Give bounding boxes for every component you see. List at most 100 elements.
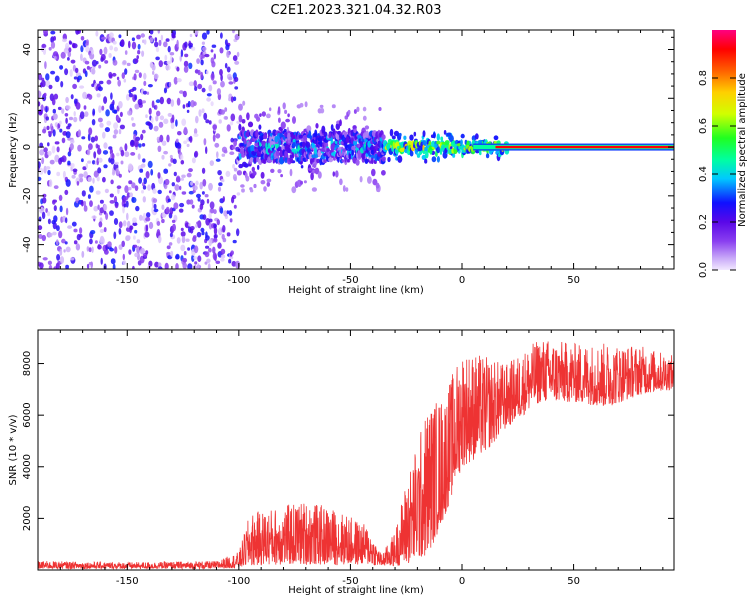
spectrogram-cell: [136, 239, 141, 244]
spectrogram-cell: [154, 37, 158, 42]
spectrogram-cell: [109, 103, 115, 111]
spectrogram-cell: [219, 47, 224, 54]
spectrogram-cell: [38, 110, 43, 115]
spectrogram-cell: [432, 132, 436, 139]
spectrogram-cell: [306, 148, 312, 153]
spectrogram-cell: [59, 120, 62, 125]
spectrogram-cell: [110, 179, 114, 185]
spectrogram-cell: [68, 47, 72, 53]
spectrogram-cell: [102, 176, 106, 183]
spectrogram-cell: [218, 119, 222, 124]
spectrogram-cell: [278, 139, 282, 146]
spectrogram-cell: [69, 139, 75, 145]
spectrogram-cell: [116, 115, 120, 121]
spectrogram-cell: [201, 108, 205, 114]
spectrogram-cell: [300, 155, 304, 163]
spectrogram-cell: [126, 192, 131, 198]
spectrogram-cell: [179, 202, 185, 208]
spectrogram-cell: [199, 181, 203, 190]
spectrogram-cell: [196, 221, 201, 225]
spectrogram-cell: [65, 207, 69, 216]
spectrogram-cell: [245, 175, 250, 182]
spectrogram-cell: [291, 148, 296, 153]
spectrogram-cell: [208, 247, 212, 253]
spectrogram-cell: [98, 221, 103, 228]
spectrogram-cell: [132, 222, 138, 227]
spectrogram-cell: [246, 112, 250, 121]
spectrogram-cell: [452, 153, 456, 158]
spectrogram-cell: [147, 84, 153, 88]
spectrogram-cell: [187, 263, 193, 269]
spectrogram-cell: [151, 100, 155, 108]
spectrogram-cell: [193, 80, 197, 88]
spectrogram-cell: [71, 174, 76, 179]
spectrogram-cell: [230, 250, 234, 256]
snr-xlabel: Height of straight line (km): [288, 585, 424, 596]
spectrogram-cell: [199, 203, 204, 210]
spectrogram-cell: [284, 133, 288, 138]
spectrogram-cell: [108, 74, 113, 79]
spectrogram-cell: [154, 41, 159, 48]
spectrogram-cell: [109, 193, 114, 198]
spectrogram-cell: [151, 64, 156, 71]
spectrogram-cell: [176, 78, 182, 83]
spectrogram-cell: [314, 132, 318, 136]
spectrogram-cell: [184, 41, 188, 48]
spectrogram-frame: [37, 29, 675, 270]
spectrogram-cell: [263, 186, 267, 192]
spectrogram-cell: [197, 263, 200, 269]
spectrogram-cell: [141, 143, 146, 147]
spectrogram-cell: [70, 163, 75, 168]
spectrogram-cell: [70, 59, 76, 64]
spectrogram-cell: [170, 250, 174, 257]
spectrogram-cell: [116, 76, 120, 81]
figure-title: C2E1.2023.321.04.32.R03: [270, 3, 441, 18]
y-tick-label: 4000: [22, 454, 33, 479]
spectrogram-cell: [389, 128, 394, 137]
spectrogram-cell: [163, 87, 168, 94]
spectrogram-cell: [357, 150, 362, 159]
spectrogram-cell: [205, 119, 210, 124]
spectrogram-cell: [132, 86, 137, 91]
spectrogram-cell: [45, 116, 49, 121]
spectrogram-cell: [193, 101, 197, 106]
spectrogram-cell: [95, 30, 99, 37]
spectrogram-cell: [176, 39, 179, 48]
spectrogram-cell: [91, 215, 97, 219]
spectrogram-cell: [84, 70, 88, 78]
spectrogram-cell: [189, 199, 194, 205]
spectrogram-cell: [67, 123, 72, 127]
y-tick-label: -20: [22, 188, 33, 204]
spectrogram-cell: [75, 67, 79, 74]
spectrogram-cell: [112, 59, 118, 66]
spectrogram-cell: [205, 245, 210, 249]
spectrogram-cell: [56, 146, 60, 153]
spectrogram-cell: [67, 57, 70, 61]
spectrogram-cell: [230, 113, 236, 122]
spectrogram-cell: [65, 246, 71, 253]
y-tick-label: 40: [22, 43, 33, 56]
spectrogram-cell: [166, 245, 171, 250]
spectrogram-cell: [121, 39, 125, 46]
spectrogram-cell: [226, 66, 231, 73]
spectrogram-cell: [131, 41, 137, 50]
spectrogram-cell: [147, 184, 151, 191]
spectrogram-cell: [152, 188, 157, 194]
spectrogram-cell: [243, 138, 247, 145]
spectrogram-cell: [106, 120, 112, 126]
spectrogram-cell: [242, 100, 246, 106]
spectrogram-cell: [204, 53, 210, 58]
spectrogram-cell: [163, 41, 168, 48]
spectrogram-cell: [155, 115, 159, 122]
spectrogram-cell: [317, 171, 322, 179]
spectrogram-cell: [134, 252, 139, 258]
spectrogram-cell: [367, 176, 372, 184]
spectrogram-cell: [176, 142, 182, 149]
x-tick-label: -150: [116, 576, 139, 587]
spectrogram-cell: [65, 179, 71, 187]
spectrogram-cell: [247, 121, 254, 128]
spectrogram-cell: [261, 111, 266, 117]
spectrogram-cell: [161, 218, 165, 224]
spectrogram-cell: [70, 94, 74, 100]
spectrogram-cell: [43, 30, 48, 35]
